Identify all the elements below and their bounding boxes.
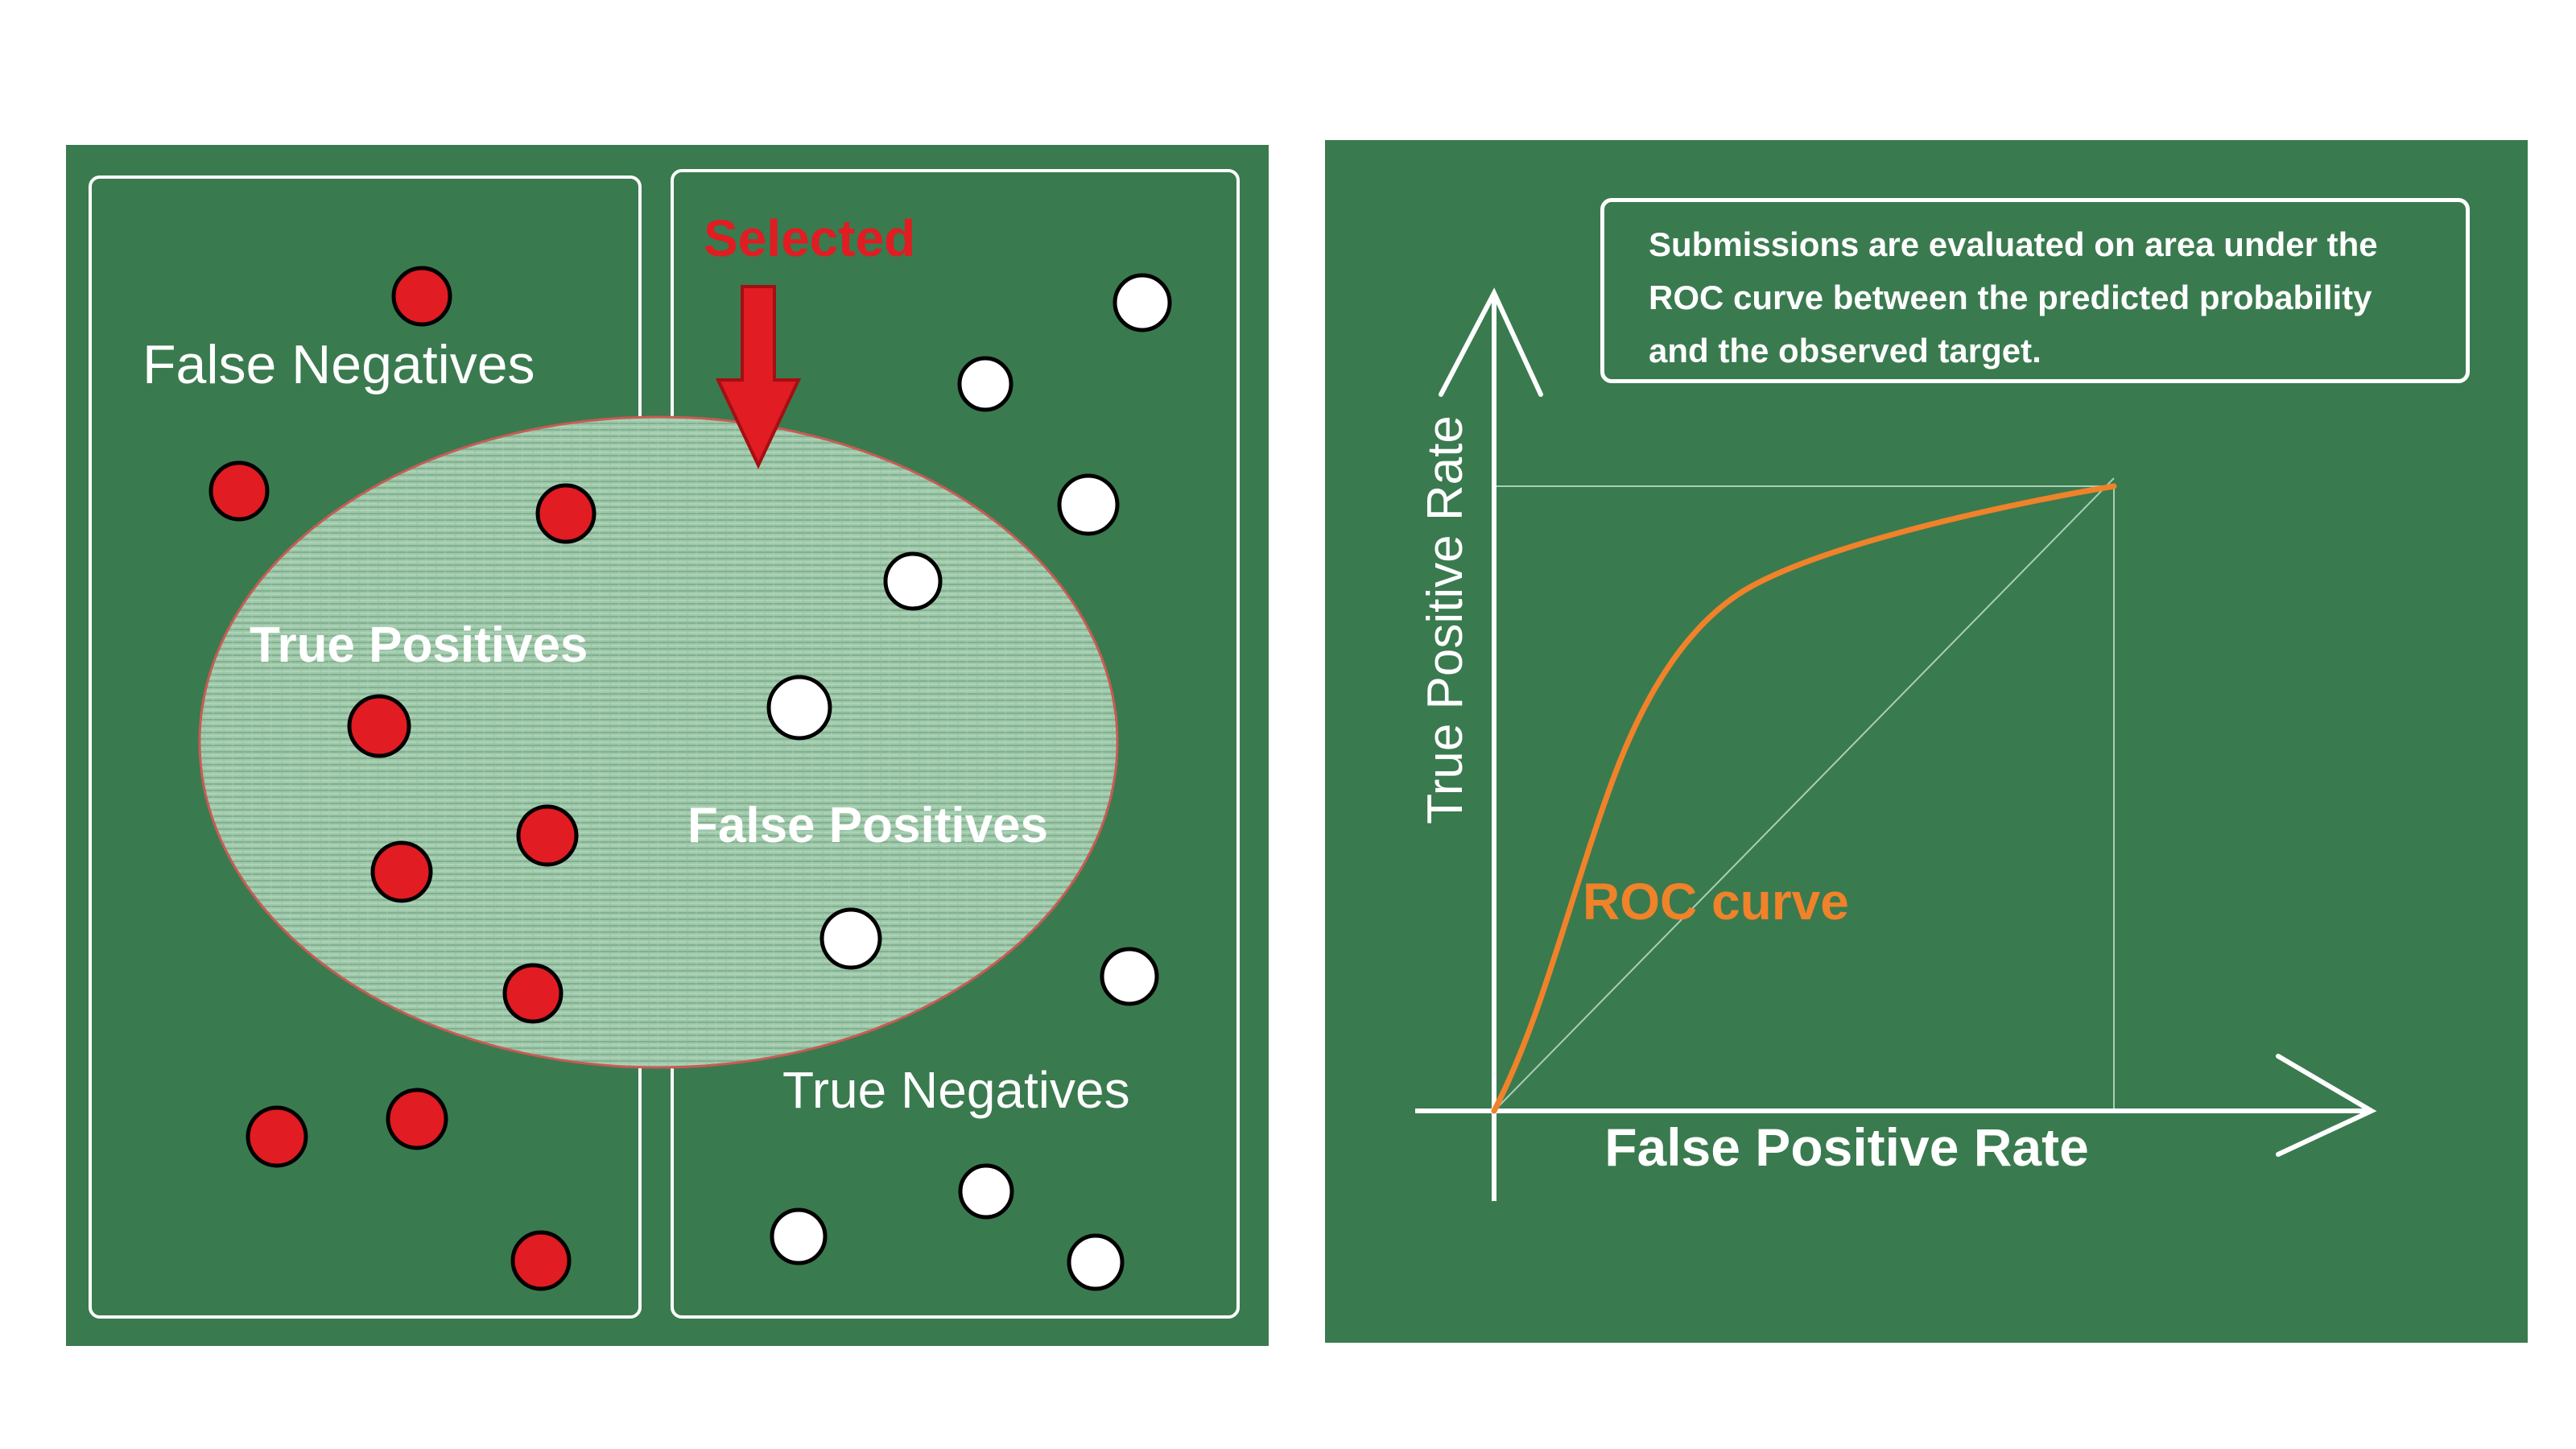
positive-dot xyxy=(535,483,597,544)
negative-dot xyxy=(1113,273,1172,332)
positive-dot xyxy=(502,963,564,1024)
true-negatives-label: True Negatives xyxy=(782,1061,1130,1119)
false-negatives-label: False Negatives xyxy=(142,334,535,395)
selected-region xyxy=(198,415,1119,1069)
negative-dot xyxy=(819,907,882,970)
roc-curve-label: ROC curve xyxy=(1583,873,1849,931)
positive-dot xyxy=(516,804,579,867)
roc-diagram: False Positive Rate True Positive Rate R… xyxy=(1415,287,2377,1201)
evaluation-callout-text: Submissions are evaluated on area under … xyxy=(1649,225,2378,369)
negative-dots xyxy=(766,273,1172,1291)
x-axis-arrowhead xyxy=(2276,1054,2377,1157)
x-axis-label: False Positive Rate xyxy=(1604,1117,2089,1177)
positive-dot xyxy=(386,1088,448,1150)
roc-bounding-guide xyxy=(1494,485,2115,1111)
selected-label: Selected xyxy=(704,209,915,267)
negative-dot xyxy=(958,1163,1014,1220)
positive-dot xyxy=(510,1230,572,1291)
roc-curve xyxy=(1491,483,2117,1114)
y-axis-label: True Positive Rate xyxy=(1418,415,1473,824)
evaluation-callout: Submissions are evaluated on area under … xyxy=(1600,198,2470,383)
negative-dot xyxy=(883,551,943,611)
classification-diagram: False Negatives Selected True Positives … xyxy=(89,169,1240,1319)
negative-dot xyxy=(957,356,1013,412)
selected-arrow xyxy=(715,285,802,469)
positive-dot xyxy=(370,840,433,903)
negative-dot xyxy=(1057,473,1120,536)
negative-dot xyxy=(766,675,832,741)
positive-dot xyxy=(347,694,411,758)
roc-panel: False Positive Rate True Positive Rate R… xyxy=(1325,140,2528,1343)
true-positives-label: True Positives xyxy=(250,617,588,673)
y-axis-arrowhead xyxy=(1439,287,1543,397)
negative-dot xyxy=(1100,947,1159,1006)
positive-dots xyxy=(208,266,597,1291)
positive-dot xyxy=(246,1105,308,1168)
diagonal-guide-line xyxy=(1493,477,2115,1112)
positive-dot xyxy=(208,460,270,522)
false-positives-label: False Positives xyxy=(687,798,1048,853)
negative-dot xyxy=(770,1208,828,1265)
positive-dot xyxy=(391,266,452,327)
negative-dot xyxy=(1067,1233,1125,1291)
classification-panel: False Negatives Selected True Positives … xyxy=(66,145,1269,1346)
